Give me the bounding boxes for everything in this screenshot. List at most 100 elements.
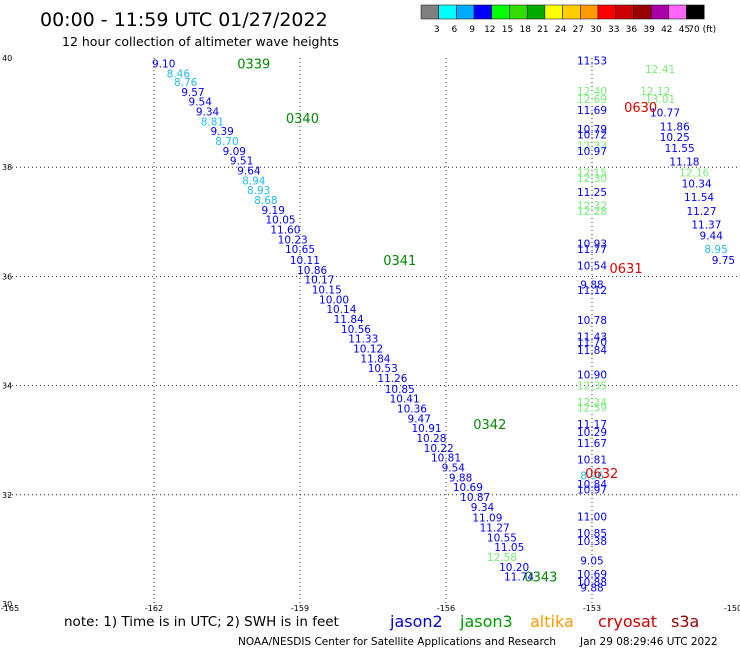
colorbar-swatch — [456, 4, 475, 20]
data-point-label: 10.85 — [385, 384, 415, 396]
data-point-label: 10.00 — [319, 294, 349, 306]
data-point-label: 8.81 — [201, 116, 224, 128]
plot-frame — [8, 58, 736, 604]
data-point-label: 9.09 — [223, 146, 246, 158]
data-point-label: 10.93 — [577, 239, 607, 251]
data-point-label: 10.86 — [297, 265, 327, 277]
data-point-label: 10.34 — [682, 179, 712, 191]
colorbar-label: 6 — [452, 25, 458, 35]
colorbar-label: 39 — [643, 25, 655, 35]
data-point-label: 10.15 — [312, 285, 342, 297]
time-label: 0632 — [585, 467, 618, 482]
legend: jason2 jason3 altika cryosat s3a — [389, 612, 699, 631]
data-point-label: 11.86 — [660, 121, 690, 133]
colorbar-swatch — [615, 4, 634, 20]
data-point-label: 12.12 — [640, 86, 670, 98]
legend-item-s3a: s3a — [671, 612, 699, 631]
data-point-label: 9.39 — [210, 126, 233, 138]
colorbar-label: 15 — [502, 25, 513, 35]
data-point-label: 11.53 — [577, 56, 607, 68]
data-point-label: 11.84 — [360, 353, 390, 365]
data-point-label: 11.43 — [577, 331, 607, 343]
data-point-label: 12.15 — [577, 168, 607, 180]
colorbar-swatch — [650, 4, 670, 20]
footer-generated: Jan 29 08:29:46 UTC 2022 — [579, 636, 718, 648]
data-point-label: 12.40 — [577, 86, 607, 98]
data-point-label: 9.44 — [700, 230, 724, 242]
data-point-label: 10.54 — [577, 260, 607, 272]
data-point-label: 10.88 — [577, 577, 607, 589]
legend-item-altika: altika — [530, 612, 574, 631]
colorbar-swatch — [562, 4, 581, 20]
legend-item-jason2: jason2 — [389, 612, 443, 631]
colorbar-swatch — [597, 4, 616, 20]
data-point-label: 10.91 — [412, 423, 442, 435]
data-point-label: 9.54 — [442, 463, 466, 475]
colorbar-label: 45 — [679, 25, 690, 35]
data-point-label: 12.32 — [577, 200, 607, 212]
time-label: 0341 — [383, 254, 416, 269]
data-point-label: 9.88 — [449, 472, 472, 484]
data-point-label: 13.01 — [645, 94, 675, 106]
y-tick-label: 30 — [2, 600, 12, 609]
time-labels: 0339 0340 0341 0342 0343 0630 0631 0632 — [237, 57, 657, 585]
data-point-label: 8.96 — [580, 471, 604, 483]
colorbar-swatch — [509, 4, 528, 20]
chart-title: 00:00 - 11:59 UTC 01/27/2022 — [40, 9, 328, 31]
data-point-label: 10.53 — [368, 363, 398, 375]
data-point-label: 9.34 — [471, 502, 495, 514]
data-point-label: 11.05 — [494, 542, 524, 554]
colorbar-swatch — [580, 4, 599, 20]
data-point-label: 10.79 — [577, 124, 607, 136]
data-point-label: 10.81 — [431, 453, 461, 465]
data-point-label: 10.36 — [397, 404, 427, 416]
colorbar-swatch — [544, 4, 563, 20]
data-point-label: 10.69 — [577, 569, 607, 581]
colorbar-swatch — [668, 4, 687, 20]
data-point-label: 10.29 — [577, 427, 607, 439]
data-point-label: 12.59 — [577, 402, 607, 414]
data-point-label: 10.25 — [660, 132, 690, 144]
data-point-label: 11.09 — [472, 513, 502, 525]
data-point-label: 10.17 — [304, 275, 334, 287]
data-point-label: 10.77 — [650, 108, 680, 120]
data-point-label: 10.90 — [577, 370, 607, 382]
data-point-label: 11.67 — [577, 438, 607, 450]
data-point-label: 9.57 — [181, 87, 204, 99]
data-point-label: 12.69 — [577, 94, 607, 106]
data-point-label: 10.23 — [278, 234, 308, 246]
data-point-label: 11.33 — [348, 334, 378, 346]
data-point-label: 9.88 — [580, 280, 603, 292]
data-point-label: 10.55 — [487, 532, 517, 544]
data-point-label: 10.05 — [266, 215, 296, 227]
y-axis: 30 32 34 36 38 40 — [2, 54, 12, 609]
data-point-label: 10.84 — [577, 479, 607, 491]
data-point-label: 11.37 — [691, 220, 721, 232]
colorbar-swatch — [686, 4, 705, 20]
data-point-label: 10.11 — [290, 255, 320, 267]
data-point-label: 10.72 — [577, 129, 607, 141]
data-point-label: 11.27 — [480, 523, 510, 535]
data-point-label: 12.35 — [577, 381, 607, 393]
data-point-label: 12.24 — [577, 397, 607, 409]
x-tick-label: -159 — [291, 604, 309, 613]
data-point-label: 10.12 — [353, 343, 383, 355]
data-point-label: 10.97 — [577, 146, 607, 158]
data-point-label: 9.75 — [712, 255, 735, 267]
x-tick-label: -165 — [1, 604, 19, 613]
data-point-label: 8.70 — [215, 136, 238, 148]
data-point-label: 8.46 — [167, 68, 191, 80]
time-label: 0340 — [286, 112, 319, 127]
data-point-label: 12.28 — [577, 206, 607, 218]
data-point-label: 10.20 — [499, 562, 529, 574]
colorbar-label: 24 — [555, 25, 567, 35]
footer-credit: NOAA/NESDIS Center for Satellite Applica… — [238, 636, 556, 648]
y-tick-label: 34 — [2, 382, 12, 391]
colorbar-swatch — [420, 4, 439, 20]
data-point-label: 10.38 — [577, 536, 607, 548]
data-point-label: 11.26 — [377, 373, 407, 385]
data-point-label: 12.30 — [577, 173, 607, 185]
data-point-label: 9.47 — [408, 413, 431, 425]
chart-subtitle: 12 hour collection of altimeter wave hei… — [62, 34, 339, 49]
